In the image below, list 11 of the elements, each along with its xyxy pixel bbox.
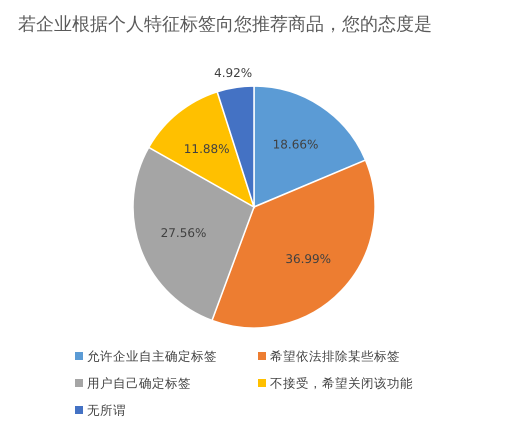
legend-label: 不接受，希望关闭该功能 bbox=[270, 376, 413, 390]
data-label: 18.66% bbox=[272, 138, 318, 152]
data-label: 4.92% bbox=[214, 66, 252, 80]
legend-label: 用户自己确定标签 bbox=[87, 376, 191, 390]
data-label: 27.56% bbox=[160, 226, 206, 240]
legend-label: 无所谓 bbox=[87, 402, 126, 418]
legend-label: 允许企业自主确定标签 bbox=[87, 348, 217, 364]
data-label: 11.88% bbox=[184, 142, 230, 156]
data-label: 36.99% bbox=[285, 252, 332, 266]
legend-label: 希望依法排除某些标签 bbox=[270, 348, 400, 364]
chart-title: 若企业根据个人特征标签向您推荐商品，您的态度是 bbox=[18, 14, 432, 35]
